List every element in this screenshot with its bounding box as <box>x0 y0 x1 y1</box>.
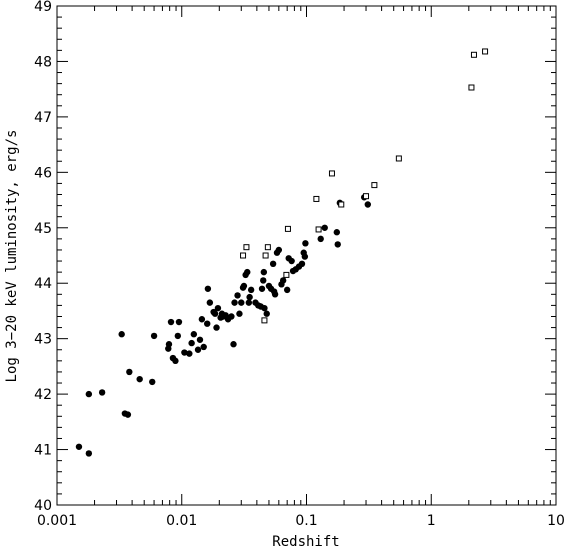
data-point-filled-circle <box>298 260 306 268</box>
data-point-filled-circle <box>98 389 106 396</box>
data-point-open-square <box>470 51 477 58</box>
data-point-open-square <box>468 84 475 91</box>
data-point-open-square <box>328 170 335 177</box>
data-point-open-square <box>313 195 320 202</box>
data-point-filled-circle <box>260 277 267 284</box>
y-tick-label: 42 <box>34 387 52 403</box>
data-point-filled-circle <box>321 224 328 231</box>
data-point-filled-circle <box>333 229 341 236</box>
y-tick-label: 48 <box>34 54 52 70</box>
data-point-open-square <box>371 182 378 189</box>
data-point-filled-circle <box>194 346 202 353</box>
data-point-filled-circle <box>301 253 309 260</box>
data-point-filled-circle <box>204 320 211 327</box>
y-tick-label: 49 <box>34 0 52 15</box>
data-point-filled-circle <box>190 331 198 338</box>
data-point-filled-circle <box>174 332 182 340</box>
tick-labels: 0.001 0.01 0.1 1 10 40 41 42 43 44 45 46 47 48 49 <box>34 0 565 529</box>
data-point-filled-circle <box>196 336 204 343</box>
data-point-filled-circle <box>200 343 207 351</box>
data-point-filled-circle <box>172 357 179 365</box>
data-point-filled-circle <box>175 318 183 326</box>
data-point-filled-circle <box>165 341 173 348</box>
data-point-filled-circle <box>85 390 93 398</box>
data-point-filled-circle <box>271 291 279 298</box>
x-tick-label: 0.1 <box>295 513 317 529</box>
data-point-filled-circle <box>263 310 270 317</box>
data-point-open-square <box>240 252 247 259</box>
data-point-filled-circle <box>167 318 175 326</box>
data-point-open-square <box>315 226 322 233</box>
data-point-filled-circle <box>198 316 206 323</box>
y-tick-label: 41 <box>34 443 52 459</box>
data-point-filled-circle <box>364 201 371 208</box>
data-point-open-square <box>338 201 345 208</box>
data-point-filled-circle <box>213 324 220 331</box>
data-point-filled-circle <box>260 268 268 276</box>
data-point-filled-circle <box>245 299 253 306</box>
data-point-open-square <box>264 244 271 251</box>
data-point-filled-circle <box>206 299 214 306</box>
y-tick-label: 45 <box>34 221 52 237</box>
data-point-filled-circle <box>230 341 237 348</box>
data-point-filled-circle <box>214 304 222 312</box>
data-point-filled-circle <box>204 285 212 292</box>
data-point-open-square <box>243 244 250 251</box>
data-point-open-square <box>363 193 370 200</box>
data-point-open-square <box>395 155 402 162</box>
data-point-filled-circle <box>75 443 83 450</box>
data-point-filled-circle <box>231 299 238 306</box>
data-point-filled-circle <box>288 257 295 265</box>
y-tick-label: 47 <box>34 110 52 126</box>
data-point-filled-circle <box>211 310 219 317</box>
data-point-filled-circle <box>240 282 248 290</box>
x-axis-title: Redshift <box>272 534 339 549</box>
x-tick-label: 1 <box>427 513 436 529</box>
data-point-filled-circle <box>238 299 245 306</box>
data-point-filled-circle <box>136 375 143 383</box>
x-tick-label: 0.01 <box>166 513 197 529</box>
data-point-filled-circle <box>181 349 188 356</box>
y-axis-title: Log 3−20 keV luminosity, erg/s <box>4 130 20 383</box>
y-tick-label: 46 <box>34 165 52 181</box>
data-point-filled-circle <box>186 350 193 357</box>
y-tick-label: 40 <box>34 498 52 514</box>
data-point-filled-circle <box>246 293 253 301</box>
data-point-open-square <box>482 48 489 55</box>
data-point-filled-circle <box>302 240 309 247</box>
data-point-filled-circle <box>261 304 268 312</box>
data-point-filled-circle <box>124 411 132 418</box>
data-point-filled-circle <box>334 241 341 248</box>
data-point-filled-circle <box>275 246 283 254</box>
data-point-filled-circle <box>236 310 243 317</box>
data-point-filled-circle <box>188 339 195 347</box>
y-tick-label: 44 <box>34 276 52 292</box>
data-point-filled-circle <box>234 292 241 299</box>
data-point-filled-circle <box>244 268 251 276</box>
x-tick-label: 0.001 <box>37 513 77 529</box>
data-point-open-square <box>261 317 268 324</box>
y-tick-label: 43 <box>34 332 52 348</box>
data-point-open-square <box>283 271 290 278</box>
data-point-filled-circle <box>85 450 93 457</box>
data-point-filled-circle <box>279 277 287 284</box>
axis-ticks <box>56 5 557 506</box>
x-tick-label: 10 <box>547 513 565 529</box>
data-point-open-square <box>284 225 291 232</box>
data-point-filled-circle <box>317 235 324 243</box>
data-point-filled-circle <box>149 378 156 386</box>
data-point-filled-circle <box>258 285 266 292</box>
data-point-filled-circle <box>283 286 291 294</box>
data-points <box>75 48 489 457</box>
data-point-filled-circle <box>150 332 158 340</box>
data-point-filled-circle <box>247 286 255 294</box>
data-point-filled-circle <box>118 331 125 338</box>
data-point-filled-circle <box>269 260 277 268</box>
data-point-filled-circle <box>228 313 235 320</box>
data-point-open-square <box>262 252 269 259</box>
data-point-filled-circle <box>126 368 133 376</box>
